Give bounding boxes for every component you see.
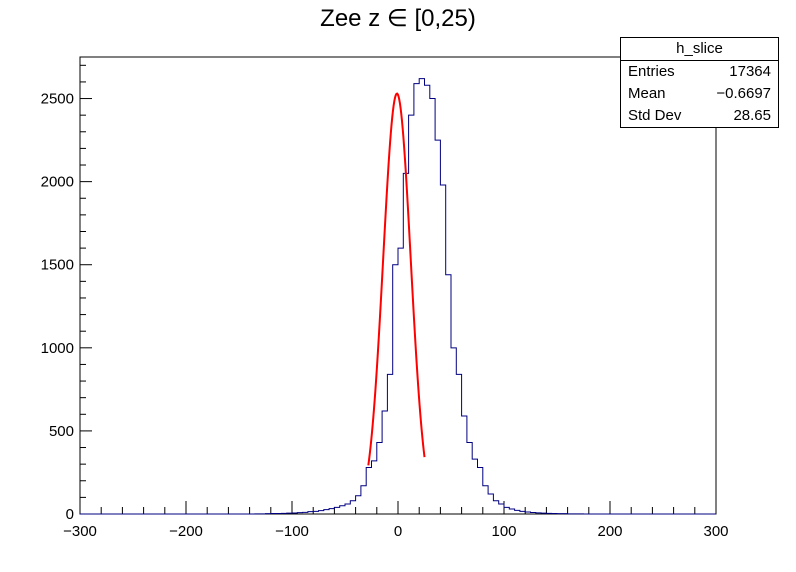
stats-row-mean: Mean −0.6697	[621, 83, 778, 105]
y-tick-label: 0	[66, 506, 74, 523]
x-tick-label: 300	[703, 523, 728, 540]
stats-box: h_slice Entries 17364 Mean −0.6697 Std D…	[620, 37, 779, 128]
stats-value-mean: −0.6697	[716, 85, 771, 102]
x-tick-label: −300	[63, 523, 97, 540]
gaussian-fit-curve	[367, 92, 426, 466]
stats-value-stddev: 28.65	[733, 107, 771, 124]
y-tick-label: 1000	[41, 340, 74, 357]
x-tick-label: −200	[169, 523, 203, 540]
stats-label-mean: Mean	[628, 85, 666, 102]
chart-title: Zee z ∈ [0,25)	[320, 5, 476, 32]
stats-box-title: h_slice	[621, 38, 778, 61]
x-tick-label: −100	[275, 523, 309, 540]
stats-label-entries: Entries	[628, 63, 675, 80]
x-tick-label: 0	[394, 523, 402, 540]
y-tick-label: 2500	[41, 91, 74, 108]
stats-row-stddev: Std Dev 28.65	[621, 105, 778, 127]
y-tick-label: 2000	[41, 174, 74, 191]
y-tick-label: 1500	[41, 257, 74, 274]
histogram-outline	[80, 78, 716, 515]
x-tick-label: 200	[597, 523, 622, 540]
x-tick-label: 100	[491, 523, 516, 540]
stats-label-stddev: Std Dev	[628, 107, 682, 124]
stats-row-entries: Entries 17364	[621, 61, 778, 83]
stats-value-entries: 17364	[729, 63, 771, 80]
y-tick-label: 500	[49, 423, 74, 440]
